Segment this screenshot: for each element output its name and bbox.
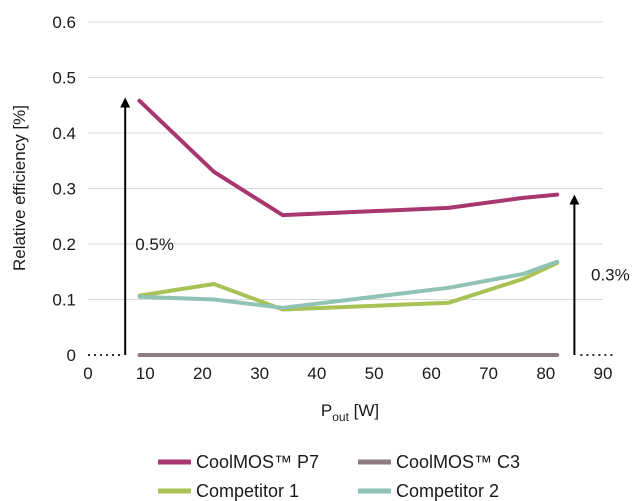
y-axis-label: Relative efficiency [%] xyxy=(10,105,29,271)
y-tick-label: 0.3 xyxy=(52,180,76,199)
x-tick-label: 10 xyxy=(136,364,155,383)
legend-label: Competitor 1 xyxy=(196,481,299,501)
annotation-arrows: 0.5% 0.3% xyxy=(120,97,630,355)
y-tick-label: 0.4 xyxy=(52,124,76,143)
x-axis-label: Pout [W] xyxy=(321,401,379,424)
y-tick-label: 0.1 xyxy=(52,291,76,310)
legend-label: Competitor 2 xyxy=(396,481,499,501)
y-tick-label: 0.5 xyxy=(52,69,76,88)
x-tick-label: 20 xyxy=(193,364,212,383)
x-tick-label: 90 xyxy=(594,364,613,383)
y-tick-label: 0.6 xyxy=(52,13,76,32)
annotation-label: 0.5% xyxy=(135,235,174,254)
legend-label: CoolMOS™ C3 xyxy=(396,452,520,472)
x-tick-labels: 0 10 20 30 40 50 60 70 80 90 xyxy=(83,364,612,383)
legend: CoolMOS™ P7 CoolMOS™ C3 Competitor 1 Compet… xyxy=(158,452,520,501)
annotation-label: 0.3% xyxy=(591,266,630,285)
x-tick-label: 50 xyxy=(365,364,384,383)
x-tick-label: 70 xyxy=(479,364,498,383)
gridlines xyxy=(88,21,603,300)
y-tick-label: 0 xyxy=(67,346,76,365)
y-tick-label: 0.2 xyxy=(52,235,76,254)
x-tick-label: 40 xyxy=(307,364,326,383)
series-line xyxy=(137,260,560,312)
series-line xyxy=(137,259,560,310)
x-axis-label-main: P xyxy=(321,401,332,420)
series-lines xyxy=(137,98,560,357)
y-tick-labels: 0 0.1 0.2 0.3 0.4 0.5 0.6 xyxy=(52,13,76,365)
x-tick-label: 80 xyxy=(536,364,555,383)
x-axis-label-unit: [W] xyxy=(349,401,379,420)
x-axis-label-sub: out xyxy=(332,410,349,424)
x-tick-label: 60 xyxy=(422,364,441,383)
x-tick-label: 30 xyxy=(250,364,269,383)
series-line xyxy=(137,98,560,218)
x-tick-label: 0 xyxy=(83,364,92,383)
legend-label: CoolMOS™ P7 xyxy=(196,452,319,472)
